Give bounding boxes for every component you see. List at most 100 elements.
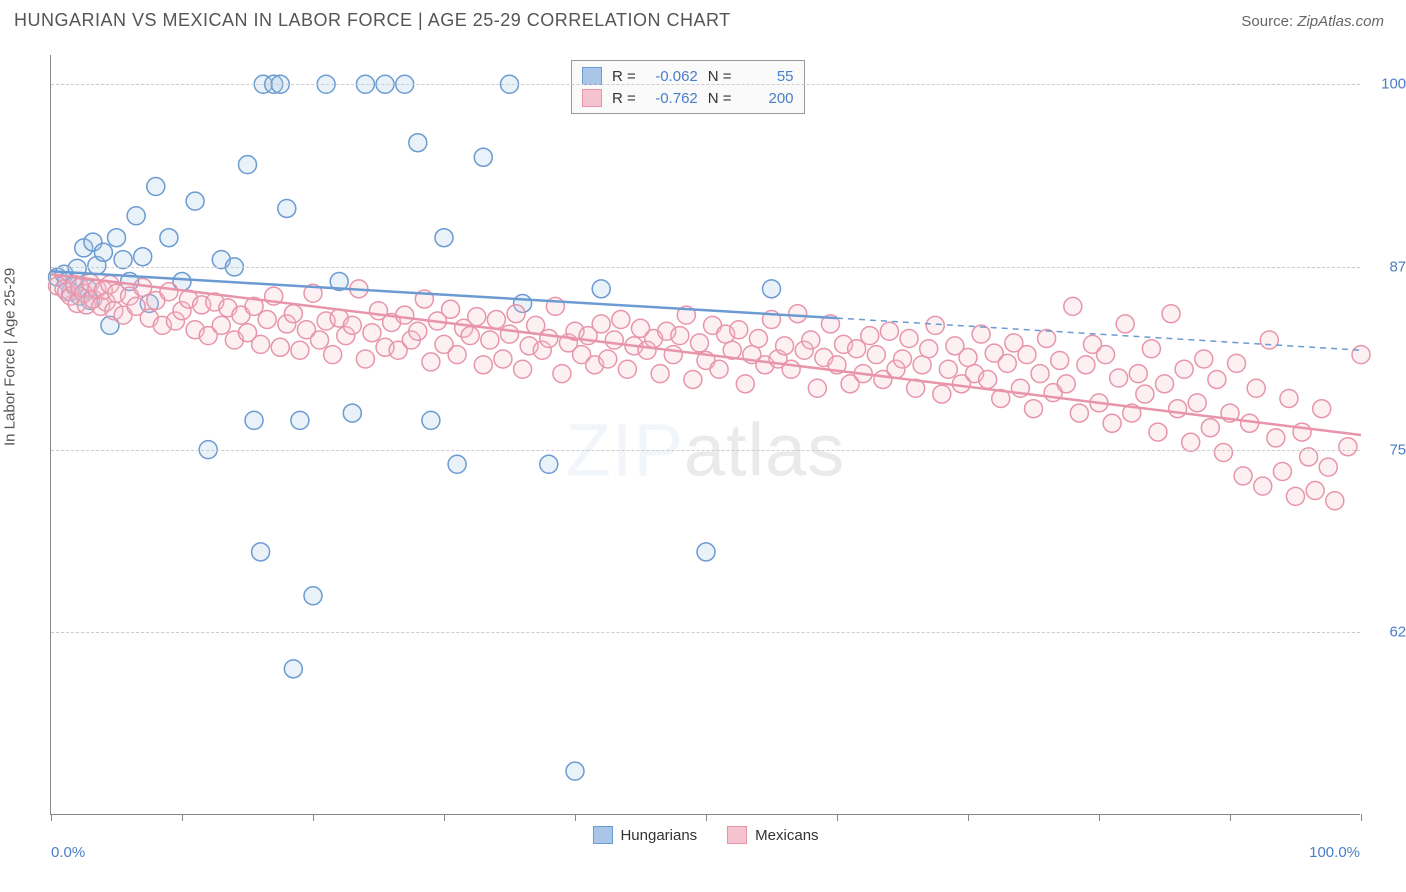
- scatter-point: [514, 360, 532, 378]
- scatter-point: [1077, 356, 1095, 374]
- scatter-point: [252, 335, 270, 353]
- scatter-point: [802, 331, 820, 349]
- scatter-point: [127, 207, 145, 225]
- gridline: [51, 632, 1360, 633]
- scatter-point: [618, 360, 636, 378]
- r-label: R =: [612, 68, 636, 85]
- scatter-point: [134, 248, 152, 266]
- y-axis-title: In Labor Force | Age 25-29: [2, 268, 19, 446]
- r-label: R =: [612, 90, 636, 107]
- scatter-point: [1103, 414, 1121, 432]
- scatter-point: [160, 283, 178, 301]
- scatter-point: [396, 306, 414, 324]
- n-value-hungarians: 55: [742, 68, 794, 85]
- scatter-point: [1057, 375, 1075, 393]
- scatter-point: [972, 325, 990, 343]
- scatter-point: [1254, 477, 1272, 495]
- scatter-point: [1064, 297, 1082, 315]
- scatter-point: [487, 311, 505, 329]
- swatch-hungarians: [582, 67, 602, 85]
- scatter-point: [540, 455, 558, 473]
- scatter-point: [291, 411, 309, 429]
- scatter-point: [1031, 365, 1049, 383]
- scatter-point: [1110, 369, 1128, 387]
- scatter-point: [1188, 394, 1206, 412]
- n-label: N =: [708, 68, 732, 85]
- scatter-point: [435, 229, 453, 247]
- n-value-mexicans: 200: [742, 90, 794, 107]
- x-tick: [968, 814, 969, 821]
- scatter-point: [291, 341, 309, 359]
- scatter-point: [553, 365, 571, 383]
- scatter-point: [409, 134, 427, 152]
- scatter-point: [894, 350, 912, 368]
- x-tick: [575, 814, 576, 821]
- legend-item-hungarians: Hungarians: [592, 826, 697, 844]
- x-tick: [313, 814, 314, 821]
- scatter-point: [1051, 351, 1069, 369]
- scatter-point: [1195, 350, 1213, 368]
- chart-title: HUNGARIAN VS MEXICAN IN LABOR FORCE | AG…: [14, 10, 731, 31]
- scatter-point: [1149, 423, 1167, 441]
- x-tick: [1230, 814, 1231, 821]
- scatter-point: [461, 327, 479, 345]
- header: HUNGARIAN VS MEXICAN IN LABOR FORCE | AG…: [0, 0, 1406, 39]
- scatter-point: [690, 334, 708, 352]
- scatter-point: [1018, 346, 1036, 364]
- scatter-point: [979, 370, 997, 388]
- scatter-point: [258, 311, 276, 329]
- x-tick: [706, 814, 707, 821]
- scatter-point: [1201, 419, 1219, 437]
- scatter-point: [1136, 385, 1154, 403]
- swatch-mexicans: [582, 89, 602, 107]
- scatter-point: [1300, 448, 1318, 466]
- source-attribution: Source: ZipAtlas.com: [1241, 13, 1384, 30]
- scatter-point: [422, 353, 440, 371]
- scatter-point: [1313, 400, 1331, 418]
- scatter-point: [763, 280, 781, 298]
- scatter-point: [730, 321, 748, 339]
- scatter-point: [507, 305, 525, 323]
- x-tick: [1361, 814, 1362, 821]
- scatter-point: [789, 305, 807, 323]
- legend-item-mexicans: Mexicans: [727, 826, 818, 844]
- scatter-point: [651, 365, 669, 383]
- scatter-point: [409, 322, 427, 340]
- r-value-hungarians: -0.062: [646, 68, 698, 85]
- scatter-point: [1267, 429, 1285, 447]
- correlation-legend: R = -0.062 N = 55 R = -0.762 N = 200: [571, 60, 805, 114]
- scatter-point: [271, 338, 289, 356]
- x-min-label: 0.0%: [51, 844, 85, 861]
- legend-row-mexicans: R = -0.762 N = 200: [582, 87, 794, 109]
- scatter-point: [900, 330, 918, 348]
- scatter-point: [1175, 360, 1193, 378]
- scatter-point: [592, 280, 610, 298]
- scatter-point: [422, 411, 440, 429]
- scatter-point: [474, 148, 492, 166]
- scatter-point: [1169, 400, 1187, 418]
- scatter-point: [1306, 482, 1324, 500]
- scatter-point: [474, 356, 492, 374]
- scatter-point: [284, 660, 302, 678]
- scatter-point: [160, 229, 178, 247]
- scatter-point: [592, 315, 610, 333]
- scatter-point: [356, 350, 374, 368]
- gridline: [51, 450, 1360, 451]
- scatter-point: [880, 322, 898, 340]
- swatch-mexicans: [727, 826, 747, 844]
- scatter-point: [612, 311, 630, 329]
- scatter-point: [1280, 389, 1298, 407]
- scatter-svg: [51, 55, 1360, 814]
- scatter-point: [782, 360, 800, 378]
- scatter-point: [494, 350, 512, 368]
- scatter-point: [1319, 458, 1337, 476]
- y-tick-label: 87.5%: [1364, 258, 1406, 275]
- scatter-point: [501, 325, 519, 343]
- scatter-point: [468, 308, 486, 326]
- scatter-point: [605, 331, 623, 349]
- scatter-point: [776, 337, 794, 355]
- scatter-point: [920, 340, 938, 358]
- scatter-point: [278, 199, 296, 217]
- scatter-point: [1162, 305, 1180, 323]
- scatter-point: [599, 350, 617, 368]
